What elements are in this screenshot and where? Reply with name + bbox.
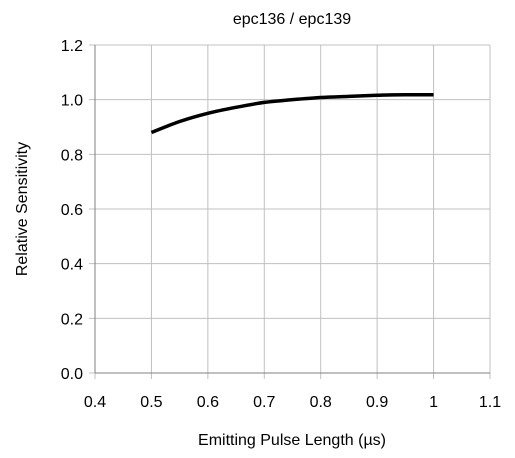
y-tick-label: 0.4 [61,257,83,274]
x-tick-label: 1.1 [479,394,501,411]
x-tick-label: 0.7 [253,394,275,411]
y-tick-label: 0.0 [61,366,83,383]
x-tick-label: 0.9 [366,394,388,411]
y-tick-label: 1.0 [61,93,83,110]
y-tick-label: 0.6 [61,202,83,219]
x-tick-label: 0.4 [84,394,106,411]
chart-title: epc136 / epc139 [233,11,351,28]
axes [94,45,490,374]
x-tick-label: 0.8 [310,394,332,411]
y-axis-title: Relative Sensitivity [14,142,31,276]
tick-labels: 0.4 0.5 0.6 0.7 0.8 0.9 1 1.1 0.0 0.2 0.4 0.6 0.8 1.0… [61,38,501,411]
x-tick-label: 0.5 [140,394,162,411]
series-line [150,92,434,135]
y-tick-label: 0.8 [61,147,83,164]
y-tick-label: 1.2 [61,38,83,55]
series-lines [150,92,434,135]
x-tick-label: 0.6 [197,394,219,411]
x-axis-title: Emitting Pulse Length (µs) [198,432,386,449]
y-tick-label: 0.2 [61,311,83,328]
x-tick-label: 1 [429,394,438,411]
